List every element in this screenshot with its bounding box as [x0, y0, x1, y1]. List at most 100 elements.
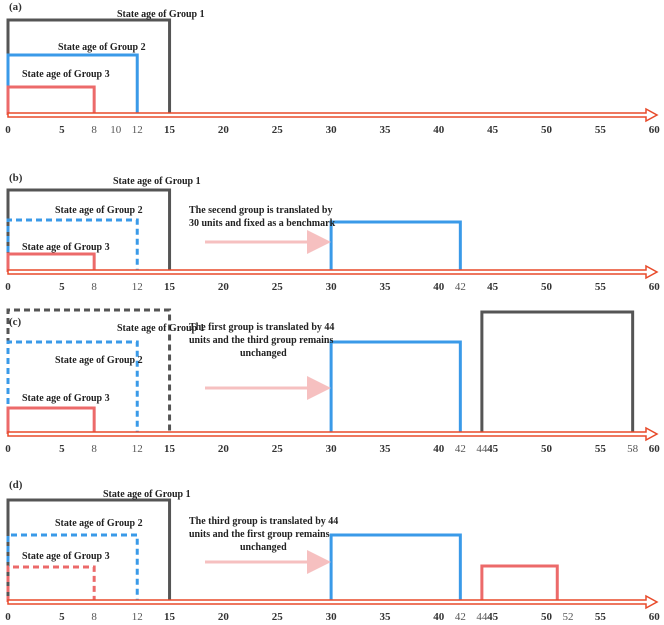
tick-label-10: 10 — [110, 124, 122, 136]
annotation-line: The third group is translated by 44 — [189, 516, 338, 527]
group2-label: State age of Group 2 — [55, 355, 143, 366]
time-axis-arrow — [7, 594, 659, 610]
tick-label-55: 55 — [595, 611, 607, 623]
panel-c: (c) State age of Group 1 State age of Grou… — [5, 308, 661, 455]
tick-label-42: 42 — [455, 611, 466, 623]
tick-label-25: 25 — [272, 611, 284, 623]
tick-label-30: 30 — [326, 443, 338, 455]
tick-label-60: 60 — [649, 611, 661, 623]
tick-label-15: 15 — [164, 611, 176, 623]
group3-label: State age of Group 3 — [22, 551, 110, 562]
tick-label-8: 8 — [91, 611, 97, 623]
tick-label-60: 60 — [649, 443, 661, 455]
tick-label-60: 60 — [649, 124, 661, 136]
group1-box-0-15 — [6, 188, 172, 272]
tick-label-5: 5 — [59, 281, 65, 293]
panel-d: (d) State age of Group 1 State age of Grou… — [5, 479, 660, 623]
panel-label: (d) — [9, 479, 23, 491]
group3-box-0-8 — [6, 406, 96, 434]
time-axis-arrow — [7, 107, 659, 123]
group3-box-0-8 — [6, 252, 96, 272]
tick-label-25: 25 — [272, 443, 284, 455]
group3-box-44-51 — [480, 564, 559, 602]
tick-label-40: 40 — [433, 443, 445, 455]
group3-label: State age of Group 3 — [22, 242, 110, 253]
tick-label-55: 55 — [595, 124, 607, 136]
tick-label-50: 50 — [541, 124, 553, 136]
group2-box-30-42 — [329, 220, 462, 272]
tick-label-35: 35 — [379, 611, 391, 623]
tick-label-0: 0 — [5, 611, 11, 623]
tick-label-25: 25 — [272, 281, 284, 293]
group2-box-30-42 — [329, 533, 462, 602]
tick-label-30: 30 — [326, 281, 338, 293]
panel-a: (a) State age of Group 1 State age of Grou… — [5, 1, 660, 136]
tick-label-42: 42 — [455, 281, 466, 293]
tick-label-45: 45 — [487, 281, 499, 293]
tick-label-0: 0 — [5, 124, 11, 136]
annotation-line: 30 units and fixed as a benchmark — [189, 218, 336, 229]
tick-label-35: 35 — [379, 443, 391, 455]
tick-label-45: 45 — [487, 611, 499, 623]
tick-label-35: 35 — [379, 281, 391, 293]
group2-box-0-12 — [6, 218, 139, 272]
tick-label-55: 55 — [595, 443, 607, 455]
tick-label-55: 55 — [595, 281, 607, 293]
annotation-line: unchanged — [240, 348, 287, 359]
tick-label-50: 50 — [541, 611, 553, 623]
group2-box-30-42 — [329, 340, 462, 434]
tick-label-12: 12 — [132, 443, 143, 455]
panel-b: (b) State age of Group 1 State age of Grou… — [5, 172, 660, 293]
group2-box-0-12 — [6, 340, 139, 434]
group1-label: State age of Group 1 — [117, 9, 205, 20]
tick-label-8: 8 — [91, 281, 97, 293]
tick-label-50: 50 — [541, 281, 553, 293]
tick-label-40: 40 — [433, 281, 445, 293]
tick-label-45: 45 — [487, 124, 499, 136]
annotation-line: unchanged — [240, 542, 287, 553]
group1-box-0-15 — [6, 18, 172, 115]
time-axis-arrow — [7, 426, 659, 442]
tick-label-5: 5 — [59, 443, 65, 455]
group1-label: State age of Group 1 — [117, 323, 205, 334]
tick-label-8: 8 — [91, 124, 97, 136]
group3-label: State age of Group 3 — [22, 69, 110, 80]
group1-box-44-58 — [480, 310, 635, 434]
annotation-line: The secend group is translated by — [189, 205, 332, 216]
panel-label: (a) — [9, 1, 22, 13]
tick-label-15: 15 — [164, 443, 176, 455]
group2-label: State age of Group 2 — [55, 518, 143, 529]
tick-label-30: 30 — [326, 611, 338, 623]
tick-label-20: 20 — [218, 443, 230, 455]
tick-label-45: 45 — [487, 443, 499, 455]
tick-label-60: 60 — [649, 281, 661, 293]
tick-label-35: 35 — [379, 124, 391, 136]
tick-label-8: 8 — [91, 443, 97, 455]
group2-box-0-12 — [6, 53, 139, 115]
group3-label: State age of Group 3 — [22, 393, 110, 404]
tick-label-50: 50 — [541, 443, 553, 455]
group2-label: State age of Group 2 — [58, 42, 146, 53]
tick-label-5: 5 — [59, 124, 65, 136]
tick-label-44: 44 — [476, 443, 488, 455]
time-axis-arrow — [7, 264, 659, 280]
tick-label-44: 44 — [476, 611, 488, 623]
tick-label-20: 20 — [218, 281, 230, 293]
annotation-line: units and the first group remains — [189, 529, 330, 540]
tick-label-12: 12 — [132, 611, 143, 623]
tick-label-58: 58 — [627, 443, 639, 455]
group3-box-0-8 — [6, 565, 96, 602]
tick-label-52: 52 — [563, 611, 574, 623]
tick-label-0: 0 — [5, 281, 11, 293]
group3-box-0-8 — [6, 85, 96, 115]
group1-label: State age of Group 1 — [113, 176, 201, 187]
tick-label-40: 40 — [433, 124, 445, 136]
group1-label: State age of Group 1 — [103, 489, 191, 500]
tick-label-5: 5 — [59, 611, 65, 623]
tick-label-15: 15 — [164, 281, 176, 293]
tick-label-12: 12 — [132, 124, 143, 136]
tick-label-12: 12 — [132, 281, 143, 293]
panel-label: (c) — [9, 316, 22, 328]
tick-label-0: 0 — [5, 443, 11, 455]
